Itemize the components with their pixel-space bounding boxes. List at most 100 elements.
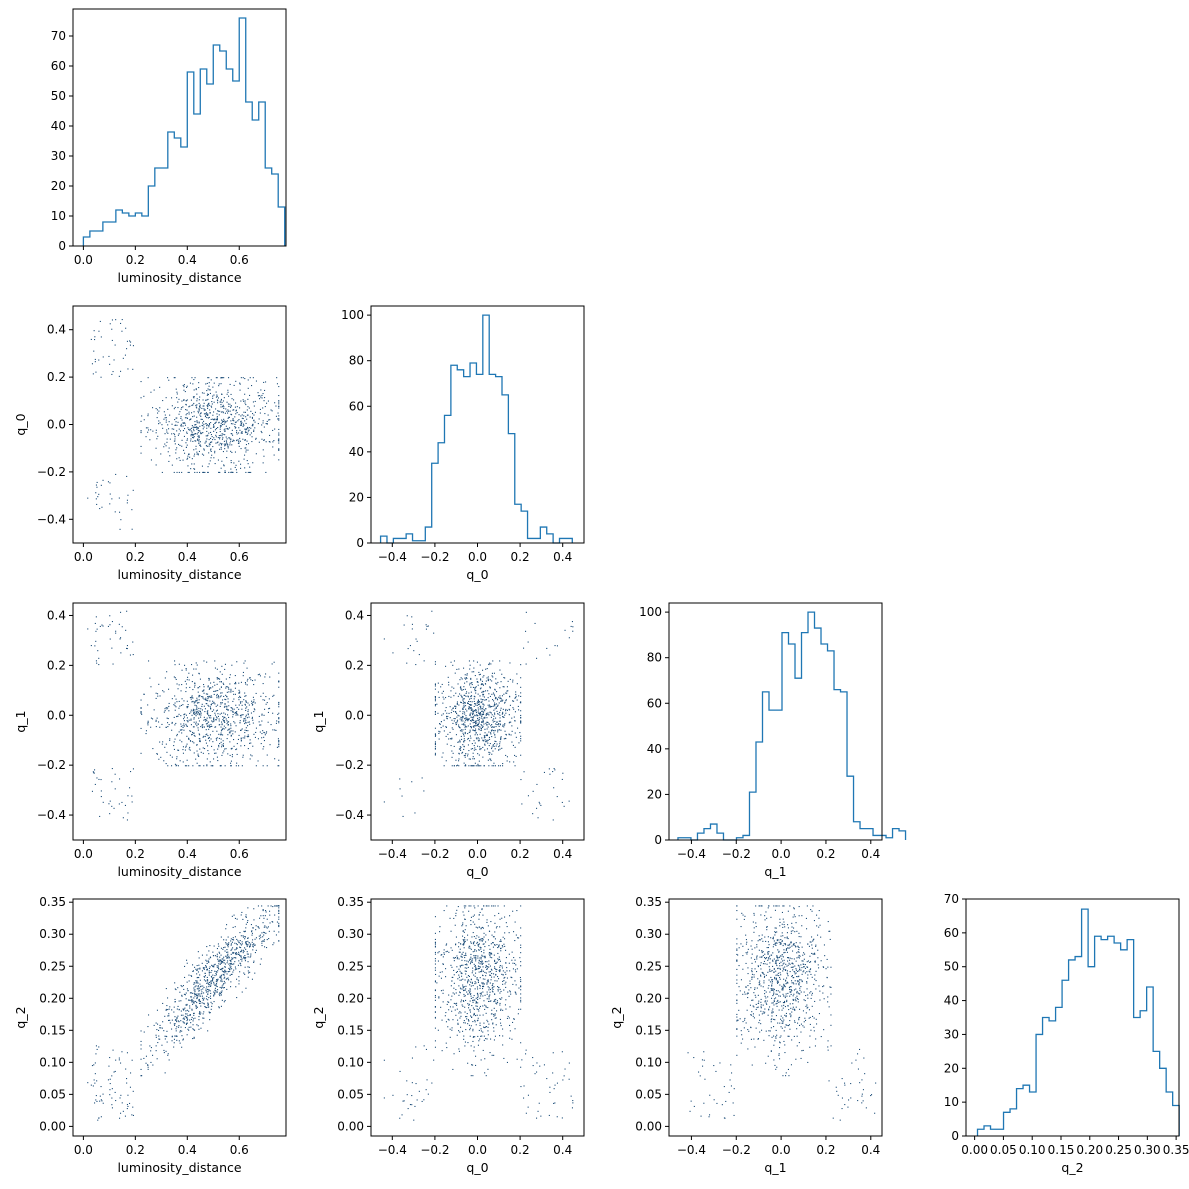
sample-point [175, 1019, 177, 1021]
sample-point [495, 745, 497, 747]
sample-point [233, 698, 235, 700]
sample-point [196, 453, 198, 455]
sample-point [495, 707, 497, 709]
sample-point [195, 445, 197, 447]
sample-point [237, 442, 239, 444]
sample-point [192, 697, 194, 699]
sample-point [197, 427, 199, 429]
sample-point [234, 687, 236, 689]
sample-point [198, 993, 200, 995]
sample-point [198, 439, 200, 441]
sample-point [178, 663, 180, 665]
panel-q_2-vs-luminosity_distance: 0.0 0.2 0.4 0.6luminosity_distance0.000.050… [13, 895, 287, 1175]
sample-point [473, 720, 475, 722]
sample-point [216, 432, 218, 434]
sample-point [267, 711, 269, 713]
sample-point [449, 738, 451, 740]
sample-point [232, 439, 234, 441]
sample-point [483, 723, 485, 725]
sample-point [499, 724, 501, 726]
sample-point [207, 406, 209, 408]
sample-point [214, 714, 216, 716]
sample-point [226, 951, 228, 953]
sample-point [392, 652, 394, 654]
sample-point [181, 729, 183, 731]
sample-point [214, 667, 216, 669]
y-tick-label: 30 [51, 149, 66, 163]
histogram-luminosity_distance [82, 17, 286, 246]
sample-point [278, 448, 280, 450]
sample-point [147, 415, 149, 417]
sample-point [214, 452, 216, 454]
sample-point [174, 443, 176, 445]
sample-point [471, 960, 473, 962]
sample-point [466, 691, 468, 693]
sample-point [513, 700, 515, 702]
sample-point [265, 423, 267, 425]
sample-point [466, 717, 468, 719]
sample-point [472, 932, 474, 934]
sample-point [488, 700, 490, 702]
sample-point [467, 1003, 469, 1005]
sample-point [209, 392, 211, 394]
sample-point [469, 740, 471, 742]
sample-point [193, 1012, 195, 1014]
sample-point [224, 713, 226, 715]
sample-point [208, 377, 210, 379]
sample-point [465, 905, 467, 907]
sample-point [480, 684, 482, 686]
sample-point [183, 1017, 185, 1019]
sample-point [262, 420, 264, 422]
sample-point [498, 912, 500, 914]
sample-point [218, 471, 220, 473]
sample-point [499, 717, 501, 719]
sample-point [187, 990, 189, 992]
sample-point [486, 728, 488, 730]
sample-point [245, 404, 247, 406]
sample-point [145, 730, 147, 732]
sample-point [199, 740, 201, 742]
sample-point [224, 698, 226, 700]
sample-point [277, 713, 279, 715]
sample-point [178, 471, 180, 473]
sample-point [247, 709, 249, 711]
sample-point [233, 420, 235, 422]
sample-point [484, 957, 486, 959]
sample-point [482, 720, 484, 722]
sample-point [94, 339, 96, 341]
sample-point [192, 1003, 194, 1005]
sample-point [111, 1075, 113, 1077]
y-tick-label: 20 [51, 179, 66, 193]
sample-point [245, 941, 247, 943]
sample-point [240, 415, 242, 417]
sample-point [473, 936, 475, 938]
sample-point [494, 1000, 496, 1002]
sample-point [147, 427, 149, 429]
sample-point [262, 692, 264, 694]
sample-point [202, 985, 204, 987]
sample-point [214, 439, 216, 441]
sample-point [97, 496, 99, 498]
sample-point [186, 1034, 188, 1036]
sample-point [226, 723, 228, 725]
sample-point [466, 710, 468, 712]
sample-point [115, 319, 117, 321]
sample-point [495, 927, 497, 929]
sample-point [119, 1117, 121, 1119]
sample-point [182, 725, 184, 727]
sample-point [212, 721, 214, 723]
sample-point [446, 715, 448, 717]
sample-point [226, 706, 228, 708]
x-tick-label: 0.0 [468, 847, 487, 861]
sample-point [470, 712, 472, 714]
sample-point [240, 681, 242, 683]
sample-point [186, 1016, 188, 1018]
sample-point [244, 973, 246, 975]
sample-point [184, 1015, 186, 1017]
sample-point [208, 970, 210, 972]
sample-point [118, 375, 120, 377]
sample-point [463, 723, 465, 725]
sample-point [481, 721, 483, 723]
sample-point [220, 467, 222, 469]
sample-point [198, 441, 200, 443]
